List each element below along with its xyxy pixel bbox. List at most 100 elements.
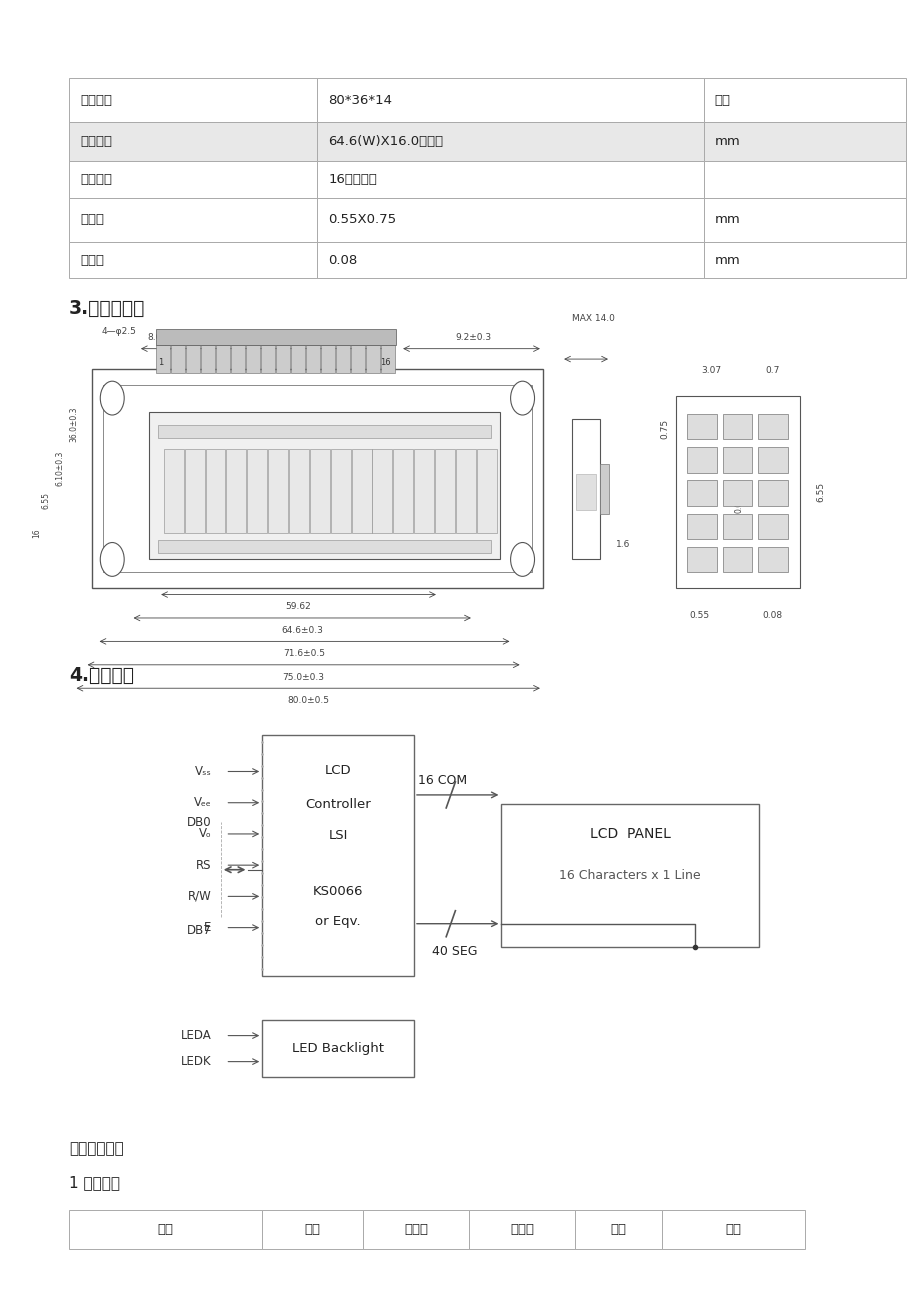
Text: 注释: 注释 [725, 1223, 741, 1236]
Bar [662, 1210, 804, 1249]
Bar [757, 514, 787, 539]
Text: KS0066: KS0066 [312, 885, 363, 898]
Bar [69, 78, 317, 122]
Text: MAX 14.0: MAX 14.0 [572, 314, 615, 323]
Bar [372, 449, 392, 533]
Bar [201, 345, 215, 373]
Bar [686, 546, 716, 572]
Bar [158, 540, 491, 553]
Text: R/W: R/W [187, 890, 211, 903]
Text: LSI: LSI [328, 829, 347, 842]
Text: mm: mm [714, 213, 740, 226]
Text: 16: 16 [380, 358, 391, 367]
Bar [262, 1210, 363, 1249]
Bar [721, 414, 752, 440]
Bar [246, 345, 260, 373]
Bar [276, 345, 289, 373]
Bar [335, 345, 349, 373]
Bar [149, 412, 500, 559]
Bar [757, 414, 787, 440]
Text: 点尺寸: 点尺寸 [80, 213, 104, 226]
Text: 0.08: 0.08 [762, 611, 782, 621]
Bar [686, 480, 716, 506]
Bar [186, 345, 200, 373]
Text: or Eqv.: or Eqv. [315, 915, 360, 928]
Bar [675, 396, 800, 588]
Text: 最大值: 最大值 [509, 1223, 534, 1236]
Bar [69, 1210, 262, 1249]
Text: 6.55: 6.55 [41, 492, 51, 509]
Text: 0.55X0.75: 0.55X0.75 [328, 213, 396, 226]
Bar [721, 546, 752, 572]
Text: mm: mm [714, 135, 740, 148]
Bar [380, 345, 394, 373]
Bar [721, 480, 752, 506]
Text: 80*36*14: 80*36*14 [328, 94, 392, 107]
Circle shape [510, 543, 534, 576]
Bar [599, 464, 608, 514]
Bar [757, 546, 787, 572]
Bar [435, 449, 455, 533]
Circle shape [100, 543, 124, 576]
Text: 点间距: 点间距 [80, 254, 104, 267]
Bar [306, 345, 320, 373]
Text: 16字符一行: 16字符一行 [328, 173, 377, 186]
Bar [262, 735, 414, 976]
Bar [103, 385, 531, 572]
Bar [69, 198, 317, 242]
Bar [721, 448, 752, 472]
Text: 1 极限参数: 1 极限参数 [69, 1175, 119, 1190]
Bar [476, 449, 496, 533]
Bar [703, 198, 905, 242]
Bar [703, 78, 905, 122]
Bar [572, 419, 599, 559]
Bar [575, 474, 596, 510]
Circle shape [100, 381, 124, 415]
Text: LCD: LCD [324, 764, 351, 777]
Text: 64.6±0.3: 64.6±0.3 [281, 626, 323, 635]
Text: 71.6±0.5: 71.6±0.5 [283, 649, 325, 658]
Bar [686, 514, 716, 539]
Text: 3.外型尺寸图: 3.外型尺寸图 [69, 299, 145, 319]
Text: 1: 1 [158, 358, 164, 367]
Text: 符号: 符号 [304, 1223, 321, 1236]
Bar [290, 345, 305, 373]
Text: 1.6: 1.6 [616, 540, 630, 549]
Text: 显示容量: 显示容量 [80, 173, 112, 186]
Text: 40 SEG: 40 SEG [432, 945, 477, 958]
Bar [185, 449, 204, 533]
Bar [92, 369, 542, 588]
Bar [231, 345, 244, 373]
Bar [69, 242, 317, 278]
Text: 0.55: 0.55 [688, 611, 709, 621]
Text: LED Backlight: LED Backlight [292, 1042, 384, 1055]
Text: DB0: DB0 [187, 816, 211, 829]
Text: 4—φ2.5: 4—φ2.5 [101, 327, 136, 336]
Text: E: E [204, 921, 211, 934]
Bar [414, 449, 434, 533]
Text: 单位: 单位 [714, 94, 730, 107]
Text: φ2.54x15=38.1: φ2.54x15=38.1 [236, 333, 306, 342]
Bar [686, 448, 716, 472]
Bar [69, 161, 317, 198]
Text: 外型尺寸: 外型尺寸 [80, 94, 112, 107]
Bar [261, 345, 275, 373]
Bar [262, 1020, 414, 1077]
Bar [247, 449, 267, 533]
Bar [317, 242, 703, 278]
Bar [289, 449, 309, 533]
Bar [156, 345, 170, 373]
Text: LEDA: LEDA [181, 1029, 211, 1042]
Text: 4.结构块图: 4.结构块图 [69, 666, 134, 686]
Text: Controller: Controller [305, 798, 370, 811]
Bar [321, 345, 335, 373]
Text: 75.0±0.3: 75.0±0.3 [282, 673, 324, 682]
Circle shape [510, 381, 534, 415]
Bar [216, 345, 230, 373]
Text: 二电气参数：: 二电气参数： [69, 1141, 124, 1157]
Bar [574, 1210, 662, 1249]
Text: 0.75: 0.75 [660, 419, 669, 438]
Bar [331, 449, 350, 533]
Bar [393, 449, 413, 533]
Bar [703, 161, 905, 198]
